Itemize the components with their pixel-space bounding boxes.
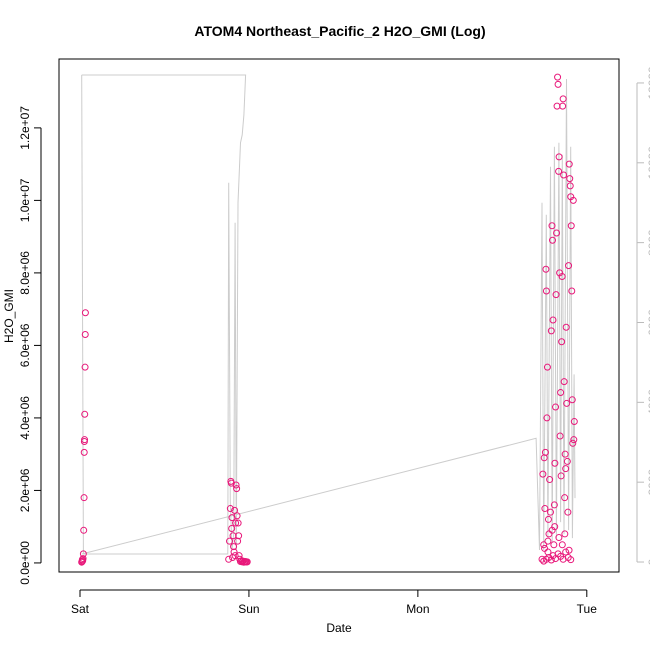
x-tick-label: Sat [71, 602, 90, 616]
data-point [545, 538, 551, 544]
data-point [555, 81, 561, 87]
x-axis: Sat Sun Mon Tue [71, 590, 597, 616]
data-point [558, 390, 564, 396]
chart-title: ATOM4 Northeast_Pacific_2 H2O_GMI (Log) [194, 23, 485, 39]
right-tick-label: 6000 [646, 309, 650, 336]
right-axis: 0 2000 4000 6000 8000 10000 12000 [637, 66, 650, 565]
data-point [566, 263, 572, 269]
right-tick-label: 0 [646, 558, 650, 565]
y-tick-label: 1.2e+07 [18, 106, 32, 150]
data-point [542, 545, 548, 551]
data-point [567, 176, 573, 182]
x-tick-label: Sun [238, 602, 259, 616]
right-tick-label: 10000 [646, 146, 650, 180]
right-tick-label: 8000 [646, 229, 650, 256]
y-tick-label: 6.0e+06 [18, 323, 32, 367]
y-axis-label: H2O_GMI [2, 289, 16, 343]
right-tick-label: 2000 [646, 469, 650, 496]
altitude-line [82, 75, 246, 554]
x-tick-label: Mon [406, 602, 429, 616]
data-point [551, 542, 557, 548]
x-axis-label: Date [326, 621, 352, 635]
data-point [81, 495, 87, 501]
y-axis: 0.0e+00 2.0e+06 4.0e+06 6.0e+06 8.0e+06 1.0e+… [18, 106, 41, 585]
y-tick-label: 0.0e+00 [18, 541, 32, 585]
data-point [561, 379, 567, 385]
right-tick-label: 4000 [646, 389, 650, 416]
y-tick-label: 2.0e+06 [18, 468, 32, 512]
altitude-line [82, 79, 575, 554]
altitude-lines [82, 75, 575, 554]
plot-frame [59, 59, 619, 572]
data-point [560, 96, 566, 102]
y-tick-label: 1.0e+07 [18, 178, 32, 222]
x-tick-label: Tue [577, 602, 598, 616]
data-point [563, 324, 569, 330]
data-point [562, 451, 568, 457]
y-tick-label: 4.0e+06 [18, 396, 32, 440]
right-tick-label: 12000 [646, 66, 650, 100]
data-point [565, 509, 571, 515]
data-point [81, 449, 87, 455]
y-tick-label: 8.0e+06 [18, 251, 32, 295]
data-point [82, 310, 88, 316]
data-point [82, 332, 88, 338]
data-point [559, 542, 565, 548]
data-point [546, 531, 552, 537]
data-point [542, 506, 548, 512]
data-point [562, 531, 568, 537]
data-point [555, 74, 561, 80]
